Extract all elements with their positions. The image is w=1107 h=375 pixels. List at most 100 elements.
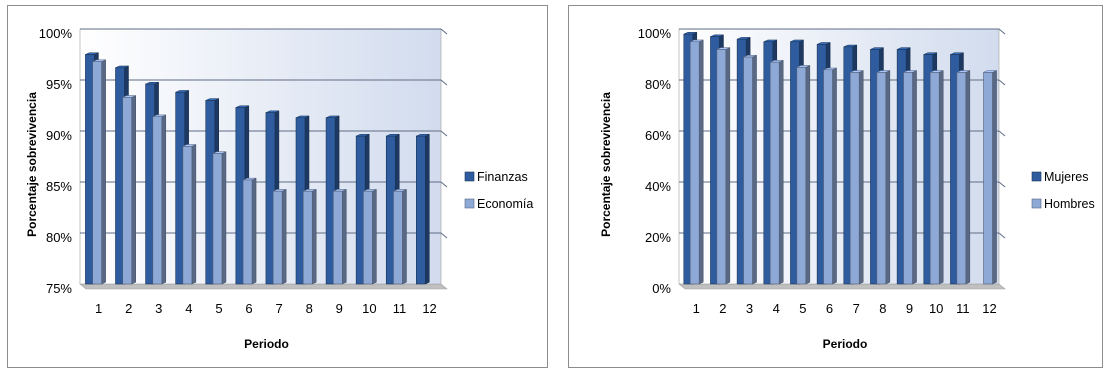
bar-side xyxy=(965,70,971,285)
gridline-side xyxy=(998,28,1006,35)
gridline-side xyxy=(440,28,448,35)
bar-front xyxy=(743,56,753,285)
bar-front xyxy=(876,72,887,285)
bar-economía-9 xyxy=(333,188,347,285)
y-tick-label: 80% xyxy=(46,230,72,245)
gridline-side xyxy=(440,130,448,137)
x-tick-label: 2 xyxy=(719,301,726,316)
bar-front xyxy=(302,190,313,285)
bar-finanzas-12 xyxy=(416,133,430,285)
legend-swatch xyxy=(464,198,475,209)
bar-hombres-1 xyxy=(689,39,704,285)
bar-side xyxy=(161,114,167,285)
x-tick-label: 11 xyxy=(393,301,407,316)
bar-hombres-5 xyxy=(796,65,811,285)
legend-label: Mujeres xyxy=(1044,170,1088,184)
bar-economía-11 xyxy=(393,188,407,285)
x-tick-label: 3 xyxy=(746,301,753,316)
bar-front xyxy=(849,72,860,285)
bar-hombres-2 xyxy=(716,47,731,285)
y-tick-label: 40% xyxy=(645,179,671,194)
y-axis-label: Porcentaje sobrevivencia xyxy=(599,92,613,237)
x-axis-label: Periodo xyxy=(823,337,868,351)
bar-front xyxy=(212,153,223,285)
bar-economía-2 xyxy=(122,95,136,285)
bar-side xyxy=(778,59,784,285)
bar-side xyxy=(425,133,430,285)
bar-side xyxy=(191,144,197,285)
legend-label: Economía xyxy=(477,197,533,211)
bar-front xyxy=(416,135,426,285)
x-tick-label: 2 xyxy=(125,301,132,316)
bar-front xyxy=(983,72,993,285)
bar-front xyxy=(689,41,700,285)
bar-side xyxy=(912,70,917,285)
bar-front xyxy=(242,179,253,285)
x-tick-label: 3 xyxy=(155,301,162,316)
x-tick-label: 1 xyxy=(95,301,102,316)
gridline-side xyxy=(440,79,448,86)
x-tick-label: 1 xyxy=(693,301,700,316)
bar-front xyxy=(393,190,403,285)
x-tick-label: 8 xyxy=(306,301,313,316)
bar-side xyxy=(311,188,317,285)
bar-economía-5 xyxy=(212,151,227,285)
bar-economía-10 xyxy=(363,188,377,285)
x-tick-label: 4 xyxy=(773,301,780,316)
x-tick-label: 12 xyxy=(982,301,996,316)
x-tick-label: 8 xyxy=(879,301,886,316)
bar-hombres-3 xyxy=(743,54,757,285)
gridline-side xyxy=(440,181,448,188)
y-tick-label: 85% xyxy=(46,179,72,194)
bar-economía-3 xyxy=(152,114,167,285)
bar-hombres-8 xyxy=(876,70,891,285)
bar-front xyxy=(823,69,833,285)
bar-side xyxy=(402,188,407,285)
chart-2-canvas: 0%20%40%60%80%100%1 2 3 4 5 6 7 8 9 10 11 12Periodo… xyxy=(599,26,1095,351)
gridline-side xyxy=(998,79,1006,86)
bar-side xyxy=(221,151,227,285)
bar-side xyxy=(992,70,997,285)
bar-economía-8 xyxy=(302,188,317,285)
bar-economía-6 xyxy=(242,177,257,285)
bar-side xyxy=(131,95,136,285)
bar-side xyxy=(885,70,891,285)
bar-economía-7 xyxy=(272,188,287,285)
bar-front xyxy=(122,97,133,285)
legend-label: Hombres xyxy=(1044,197,1095,211)
bar-front xyxy=(182,146,193,285)
x-tick-label: 10 xyxy=(362,301,376,316)
bar-side xyxy=(101,59,106,285)
bar-side xyxy=(372,188,377,285)
x-tick-label: 9 xyxy=(906,301,913,316)
chart-finanzas-economia: 75% 80% 85% 90% 95% 100% 1 2 3 4 5 6 7 8 9 10 11 12 Period… xyxy=(7,5,548,368)
bar-front xyxy=(929,72,940,285)
x-tick-label: 5 xyxy=(799,301,806,316)
bar-hombres-7 xyxy=(849,70,864,285)
bar-side xyxy=(725,47,731,285)
x-tick-label: 6 xyxy=(245,301,252,316)
bar-side xyxy=(752,54,757,285)
bar-front xyxy=(716,49,727,285)
bar-side xyxy=(698,39,704,285)
bar-hombres-10 xyxy=(929,70,944,285)
bar-hombres-6 xyxy=(823,67,837,285)
bar-front xyxy=(333,190,343,285)
chart-mujeres-hombres: 0% 20% 40% 60% 80% 100% 1 2 3 4 5 6 7 8 9 10 11 12 Periodo… xyxy=(568,5,1103,368)
bar-economía-4 xyxy=(182,144,197,285)
bar-economía-1 xyxy=(92,59,106,285)
y-tick-label: 60% xyxy=(645,128,671,143)
legend-label: Finanzas xyxy=(477,170,528,184)
legend-swatch xyxy=(1031,198,1042,209)
floor xyxy=(678,283,1006,290)
y-axis-label: Porcentaje sobrevivencia xyxy=(25,92,39,237)
bar-side xyxy=(832,67,837,285)
x-axis-label: Periodo xyxy=(244,337,289,351)
legend-swatch xyxy=(464,171,475,182)
bar-front xyxy=(363,190,373,285)
y-tick-label: 100% xyxy=(39,26,73,41)
y-tick-label: 20% xyxy=(645,230,671,245)
bar-front xyxy=(272,190,283,285)
bar-hombres-11 xyxy=(956,70,971,285)
x-tick-label: 11 xyxy=(956,301,970,316)
